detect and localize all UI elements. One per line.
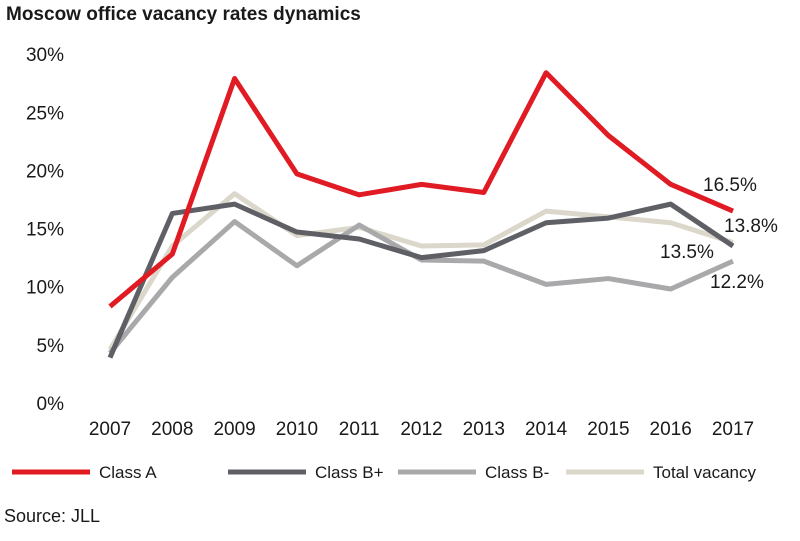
x-tick-label: 2016 (650, 419, 692, 440)
data-label: 16.5% (703, 175, 757, 196)
x-tick-label: 2014 (525, 419, 568, 440)
y-tick-label: 0% (37, 394, 65, 415)
y-tick-label: 5% (37, 336, 65, 357)
series-line-class-b- (108, 219, 735, 355)
y-tick-label: 15% (26, 220, 64, 241)
x-tick-label: 2017 (712, 419, 754, 440)
data-label: 13.8% (724, 216, 778, 237)
series-line-class-a (108, 70, 734, 309)
y-tick-label: 10% (26, 278, 64, 299)
legend-label: Class B+ (315, 463, 384, 482)
x-tick-label: 2007 (89, 419, 131, 440)
x-tick-label: 2013 (463, 419, 505, 440)
x-tick-label: 2011 (339, 419, 380, 440)
series-line-class-b- (107, 201, 735, 359)
series-line-total-vacancy (107, 191, 734, 351)
x-tick-label: 2010 (276, 419, 318, 440)
source-note: Source: JLL (4, 506, 101, 526)
y-tick-label: 20% (26, 161, 64, 182)
x-tick-label: 2009 (213, 419, 255, 440)
legend-label: Class B- (485, 463, 549, 482)
data-label: 12.2% (710, 272, 764, 293)
legend-label: Class A (99, 463, 157, 482)
chart-title: Moscow office vacancy rates dynamics (6, 4, 361, 25)
y-tick-label: 30% (26, 45, 64, 66)
x-tick-label: 2015 (587, 419, 629, 440)
x-tick-label: 2008 (151, 419, 193, 440)
data-label: 13.5% (660, 242, 714, 263)
y-tick-label: 25% (26, 103, 64, 124)
x-tick-label: 2012 (400, 419, 442, 440)
legend-label: Total vacancy (653, 463, 756, 482)
